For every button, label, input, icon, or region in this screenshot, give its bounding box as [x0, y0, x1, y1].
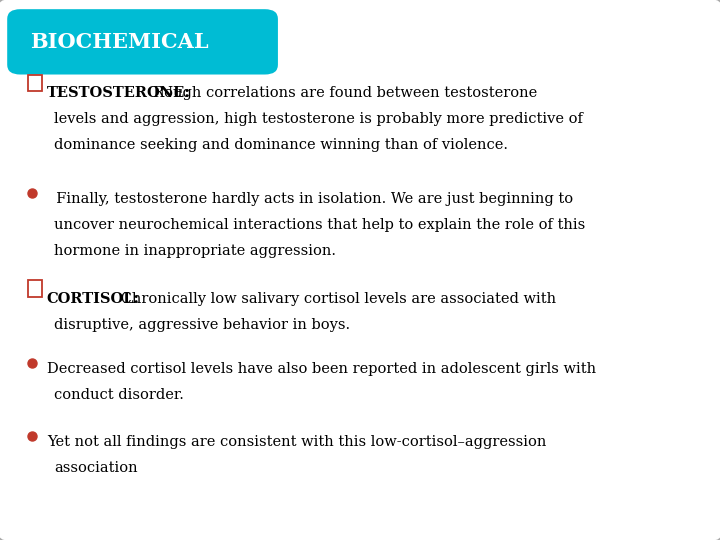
Text: Decreased cortisol levels have also been reported in adolescent girls with: Decreased cortisol levels have also been… — [47, 362, 596, 376]
Text: disruptive, aggressive behavior in boys.: disruptive, aggressive behavior in boys. — [54, 318, 350, 332]
Text: uncover neurochemical interactions that help to explain the role of this: uncover neurochemical interactions that … — [54, 218, 585, 232]
Text: levels and aggression, high testosterone is probably more predictive of: levels and aggression, high testosterone… — [54, 112, 583, 126]
Text: BIOCHEMICAL: BIOCHEMICAL — [30, 32, 209, 52]
Text: Rough correlations are found between testosterone: Rough correlations are found between tes… — [144, 86, 538, 100]
Text: CORTISOL:: CORTISOL: — [47, 292, 140, 306]
Text: Chronically low salivary cortisol levels are associated with: Chronically low salivary cortisol levels… — [116, 292, 556, 306]
Text: Finally, testosterone hardly acts in isolation. We are just beginning to: Finally, testosterone hardly acts in iso… — [47, 192, 573, 206]
Text: hormone in inappropriate aggression.: hormone in inappropriate aggression. — [54, 244, 336, 258]
FancyBboxPatch shape — [28, 75, 42, 91]
Text: TESTOSTERONE:: TESTOSTERONE: — [47, 86, 191, 100]
Text: Yet not all findings are consistent with this low-cortisol–aggression: Yet not all findings are consistent with… — [47, 435, 546, 449]
Text: dominance seeking and dominance winning than of violence.: dominance seeking and dominance winning … — [54, 138, 508, 152]
FancyBboxPatch shape — [28, 280, 42, 296]
Text: conduct disorder.: conduct disorder. — [54, 388, 184, 402]
Text: association: association — [54, 461, 138, 475]
FancyBboxPatch shape — [7, 9, 278, 75]
